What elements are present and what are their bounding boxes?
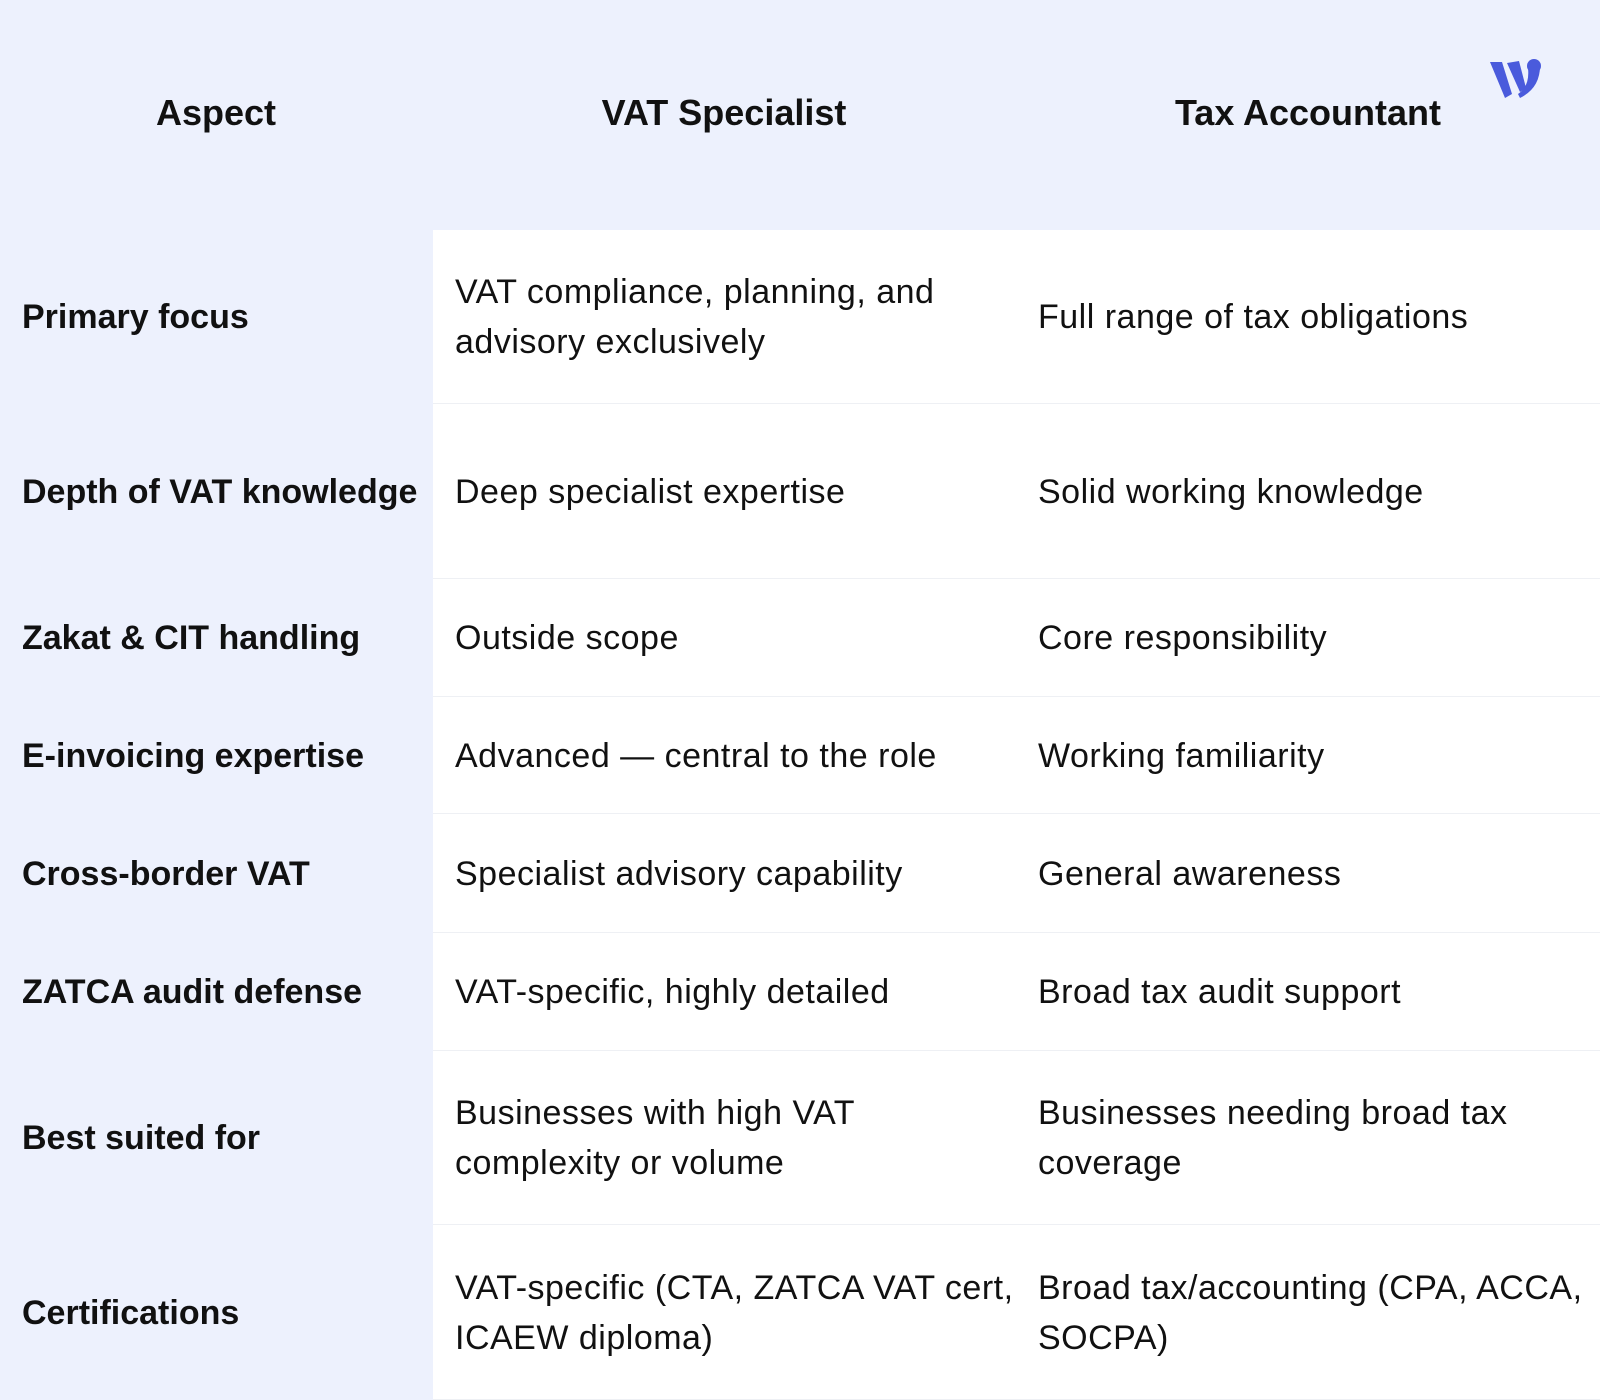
- tax-accountant-cell: Working familiarity: [1038, 736, 1325, 775]
- tax-accountant-cell: Broad tax/accounting (CPA, ACCA, SOCPA): [1038, 1268, 1583, 1357]
- row-background: [433, 697, 1600, 814]
- row-background: [433, 230, 1600, 404]
- table-row: Primary focus VAT compliance, planning, …: [0, 230, 1600, 404]
- row-background: [433, 933, 1600, 1051]
- table-row: Cross-border VAT Specialist advisory cap…: [0, 814, 1600, 933]
- aspect-cell: Certifications: [22, 1293, 240, 1332]
- brand-logo-icon: [1490, 59, 1541, 98]
- vat-specialist-cell: Businesses with high VAT complexity or v…: [455, 1094, 855, 1182]
- table-row: E-invoicing expertise Advanced — central…: [0, 697, 1600, 814]
- aspect-cell: Primary focus: [22, 298, 249, 336]
- tax-accountant-cell: Solid working knowledge: [1038, 472, 1424, 511]
- row-background: [433, 404, 1600, 579]
- tax-accountant-cell: Businesses needing broad tax coverage: [1038, 1094, 1508, 1182]
- table-row: Depth of VAT knowledge Deep specialist e…: [0, 404, 1600, 579]
- vat-specialist-cell: Deep specialist expertise: [455, 472, 846, 511]
- row-background: [433, 1051, 1600, 1225]
- aspect-cell: Zakat & CIT handling: [22, 619, 361, 657]
- row-background: [433, 1225, 1600, 1400]
- vat-specialist-cell: Specialist advisory capability: [455, 854, 903, 893]
- row-background: [433, 814, 1600, 933]
- vat-specialist-cell: VAT compliance, planning, and advisory e…: [455, 273, 935, 361]
- header-tax-accountant: Tax Accountant: [1174, 92, 1442, 133]
- vat-specialist-cell: VAT-specific, highly detailed: [455, 973, 890, 1011]
- aspect-cell: Best suited for: [22, 1119, 261, 1157]
- row-background: [433, 579, 1600, 697]
- table-row: ZATCA audit defense VAT-specific, highly…: [0, 933, 1600, 1051]
- table-row: Certifications VAT-specific (CTA, ZATCA …: [0, 1225, 1600, 1400]
- header-vat-specialist: VAT Specialist: [601, 92, 847, 133]
- aspect-cell: E-invoicing expertise: [22, 736, 364, 775]
- tax-accountant-cell: General awareness: [1038, 854, 1342, 893]
- vat-specialist-cell: VAT-specific (CTA, ZATCA VAT cert, ICAEW…: [455, 1268, 1014, 1357]
- vat-specialist-cell: Outside scope: [455, 619, 679, 657]
- vat-specialist-cell: Advanced — central to the role: [455, 736, 937, 775]
- header-aspect: Aspect: [155, 92, 277, 133]
- aspect-cell: ZATCA audit defense: [22, 973, 363, 1011]
- table-row: Zakat & CIT handling Outside scope Core …: [0, 579, 1600, 697]
- tax-accountant-cell: Broad tax audit support: [1038, 973, 1402, 1011]
- table-row: Best suited for Businesses with high VAT…: [0, 1051, 1600, 1225]
- tax-accountant-cell: Full range of tax obligations: [1038, 298, 1469, 336]
- tax-accountant-cell: Core responsibility: [1038, 619, 1328, 657]
- aspect-cell: Depth of VAT knowledge: [22, 472, 418, 511]
- table-header: Aspect VAT Specialist Tax Accountant: [0, 0, 1600, 230]
- aspect-cell: Cross-border VAT: [22, 854, 310, 893]
